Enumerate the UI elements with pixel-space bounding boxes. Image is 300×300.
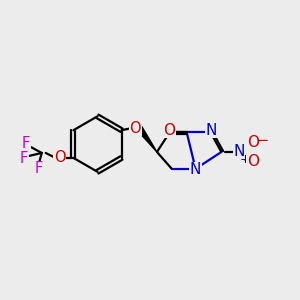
Text: O: O (130, 121, 141, 136)
Text: O: O (247, 154, 259, 169)
Text: N: N (206, 123, 217, 138)
Text: O: O (54, 150, 65, 165)
Text: F: F (35, 161, 43, 176)
Text: −: − (257, 133, 269, 148)
Text: +: + (240, 153, 250, 167)
Text: O: O (247, 135, 259, 150)
Text: N: N (233, 145, 245, 160)
Polygon shape (137, 126, 157, 152)
Text: N: N (190, 162, 201, 177)
Text: F: F (22, 136, 30, 151)
Text: O: O (163, 123, 175, 138)
Text: F: F (20, 152, 28, 166)
